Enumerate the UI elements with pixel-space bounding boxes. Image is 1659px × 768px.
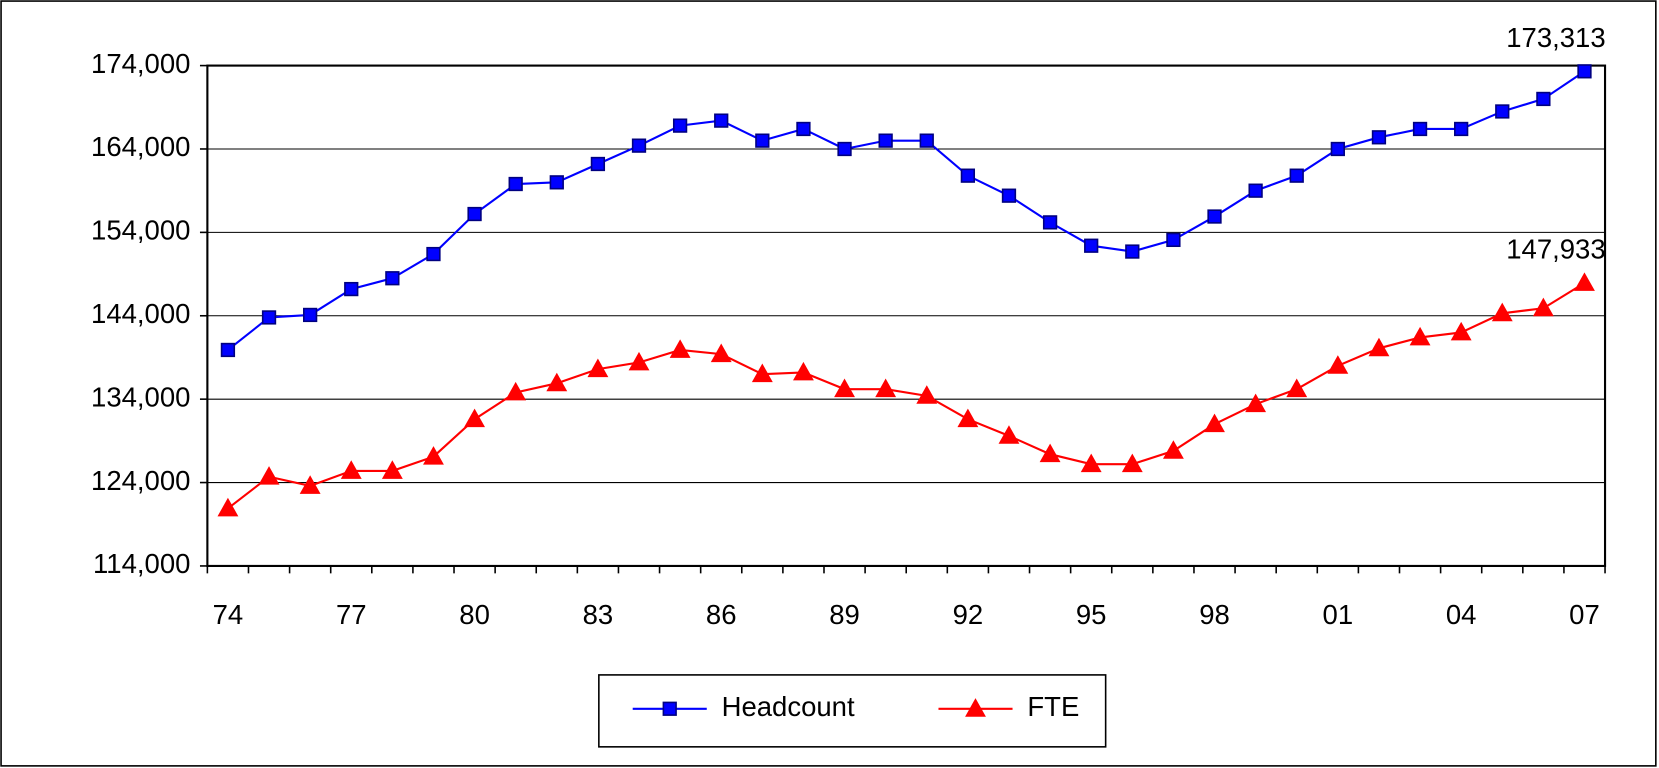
data-point	[628, 351, 650, 371]
data-point	[878, 133, 893, 148]
data-point	[261, 310, 277, 325]
legend-marker	[662, 701, 677, 716]
data-point	[1121, 453, 1143, 473]
data-point	[1371, 130, 1387, 145]
data-point	[1080, 453, 1102, 473]
data-point	[464, 408, 486, 428]
data-point	[1574, 272, 1595, 291]
data-point	[340, 460, 362, 479]
data-point	[957, 408, 979, 428]
data-point	[1330, 141, 1345, 157]
x-tick-label: 74	[213, 599, 244, 630]
x-tick-label: 80	[459, 599, 490, 630]
data-point	[793, 361, 814, 381]
data-point	[837, 141, 852, 157]
data-point	[916, 385, 938, 404]
data-point	[258, 466, 280, 485]
x-tick-label: 95	[1076, 599, 1107, 630]
y-tick-label: 154,000	[91, 215, 190, 246]
data-point	[1204, 413, 1225, 433]
y-tick-label: 114,000	[93, 548, 190, 579]
data-point	[426, 246, 441, 262]
data-point	[1532, 297, 1554, 317]
data-point	[1368, 337, 1390, 357]
data-point	[467, 206, 482, 222]
data-point	[875, 378, 897, 398]
data-point	[1207, 209, 1222, 224]
data-point	[1577, 64, 1592, 79]
data-point	[1125, 244, 1140, 259]
data-point	[1491, 302, 1513, 322]
data-point	[1454, 121, 1469, 137]
data-point	[1166, 232, 1181, 248]
data-point	[587, 358, 609, 378]
data-point	[344, 281, 359, 297]
data-point	[549, 175, 564, 190]
x-tick-label: 07	[1569, 599, 1600, 630]
data-point	[919, 133, 934, 148]
data-point	[1412, 121, 1428, 137]
data-label: 173,313	[1506, 22, 1605, 53]
data-point	[751, 363, 773, 383]
data-label: 147,933	[1506, 234, 1605, 265]
data-point	[1286, 378, 1308, 398]
data-point	[960, 168, 976, 183]
data-point	[796, 121, 811, 137]
legend-label: FTE	[1027, 691, 1079, 722]
data-point	[505, 381, 527, 401]
data-point	[631, 138, 647, 153]
data-point	[1536, 91, 1551, 107]
x-tick-label: 92	[953, 599, 984, 630]
data-point	[672, 118, 688, 133]
legend-label: Headcount	[722, 691, 855, 722]
data-point	[508, 176, 523, 192]
data-point	[299, 475, 321, 494]
data-point	[1289, 168, 1304, 183]
x-tick-label: 98	[1199, 599, 1230, 630]
data-point	[546, 372, 568, 392]
y-tick-label: 134,000	[91, 381, 190, 412]
data-point	[1001, 188, 1017, 203]
data-point	[303, 307, 318, 323]
data-point	[1495, 104, 1510, 119]
legend-marker	[965, 698, 986, 717]
data-point	[423, 446, 444, 465]
data-point	[1245, 393, 1267, 413]
data-point	[710, 343, 732, 363]
y-tick-label: 124,000	[91, 465, 190, 496]
data-point	[1162, 440, 1184, 459]
x-tick-label: 86	[706, 599, 737, 630]
y-tick-label: 144,000	[91, 298, 190, 329]
data-point	[385, 271, 400, 286]
data-point	[834, 378, 855, 398]
x-tick-label: 77	[336, 599, 367, 630]
data-point	[220, 342, 236, 358]
data-point	[1248, 183, 1263, 198]
data-point	[1409, 326, 1431, 346]
data-point	[998, 425, 1020, 444]
y-tick-label: 174,000	[91, 48, 190, 79]
data-point	[755, 133, 770, 148]
series-line	[227, 282, 1586, 510]
data-point	[590, 156, 606, 172]
data-point	[1042, 215, 1058, 230]
legend-frame	[598, 674, 1107, 748]
x-tick-label: 83	[583, 599, 614, 630]
data-point	[1450, 321, 1472, 341]
x-tick-label: 89	[829, 599, 860, 630]
data-point	[1084, 238, 1099, 253]
data-point	[1327, 355, 1349, 374]
data-point	[1039, 443, 1061, 463]
x-tick-label: 01	[1323, 599, 1354, 630]
data-point	[669, 339, 691, 358]
series-line	[227, 70, 1586, 351]
data-point	[381, 460, 403, 479]
y-tick-label: 164,000	[91, 131, 190, 162]
data-point	[217, 497, 239, 517]
data-point	[714, 113, 729, 128]
x-tick-label: 04	[1446, 599, 1477, 630]
